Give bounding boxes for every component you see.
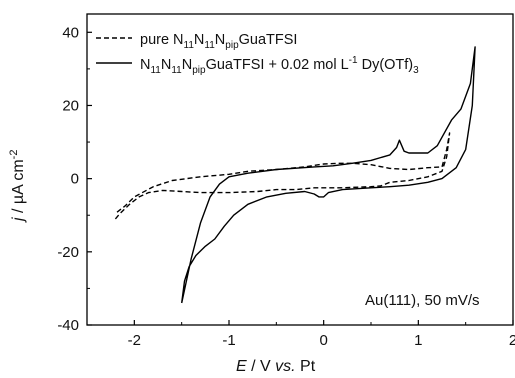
legend-label-dy: N11N11NpipGuaTFSI + 0.02 mol L-1 Dy(OTf)… xyxy=(140,55,419,76)
x-tick-label: 0 xyxy=(319,332,327,349)
legend-label-pure: pure N11N11NpipGuaTFSI xyxy=(140,32,297,51)
y-tick-label: 40 xyxy=(62,24,79,41)
series-line-dy xyxy=(181,46,476,304)
series-line-pure xyxy=(114,132,451,220)
y-tick-label: 0 xyxy=(71,171,79,188)
x-axis-ticks: -2 -1 0 1 2 xyxy=(86,320,515,349)
x-tick-label: -1 xyxy=(222,332,235,349)
y-tick-label: -20 xyxy=(57,244,79,261)
y-axis-title: j / µA cm-2 xyxy=(8,150,27,223)
y-tick-label: 20 xyxy=(62,97,79,114)
y-axis-ticks: -40 -20 0 20 40 xyxy=(57,24,92,334)
y-tick-label: -40 xyxy=(57,317,79,334)
x-tick-label: 2 xyxy=(509,332,515,349)
condition-annotation: Au(111), 50 mV/s xyxy=(365,292,480,309)
x-tick-label: 1 xyxy=(414,332,422,349)
legend: pure N11N11NpipGuaTFSI N11N11NpipGuaTFSI… xyxy=(96,32,419,76)
plot-frame xyxy=(86,13,514,326)
series-layer xyxy=(114,46,476,304)
x-tick-label: -2 xyxy=(128,332,141,349)
x-axis-title: E / V vs. Pt xyxy=(236,358,316,375)
